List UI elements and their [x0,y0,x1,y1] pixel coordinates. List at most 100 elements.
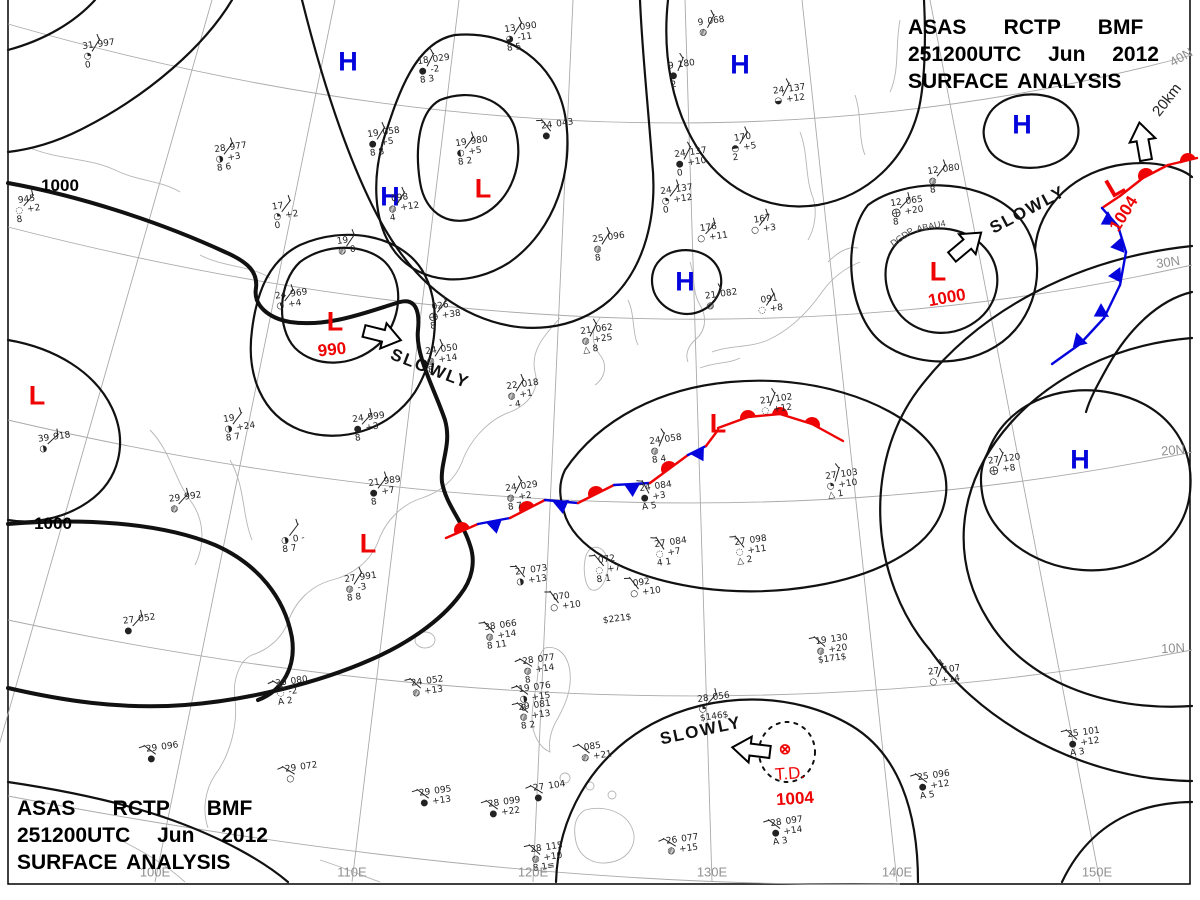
station-extra: 4 [389,213,397,224]
station-tendency: +10 [561,598,582,612]
front-warm_ne [1100,153,1199,210]
station-tendency: 0- [349,243,360,255]
latitude-label: 20N [1160,441,1186,459]
station-plot: 026⨁+388 [427,300,463,333]
cloud-cover-icon: ● [419,797,429,809]
station-tendency [553,130,554,140]
station-plot: 30 080 ◌ -2 A 2 [272,675,311,709]
station-tendency [717,300,718,310]
station-plot: 13 090 ◕ -11 8 5 [504,21,540,55]
station-tendency: +22 [500,804,521,818]
station-tendency: +2 [284,208,300,221]
station-plot: 098◍+124 [387,191,422,225]
station-tendency: 0 - [292,532,306,545]
station-tendency [605,243,606,253]
high-center: H [675,266,695,297]
station-tendency: +14 [496,628,517,641]
station-extra: 8 [892,217,900,228]
station-extra: 8 [370,497,378,508]
chart-type: SURFACE ANALYSIS [17,851,231,874]
station-tendency [135,625,136,635]
warm-front-pip [772,407,788,415]
station-tendency: +8 [1001,462,1017,475]
isobar-label: 1000 [34,514,72,533]
warm-front-pip [454,522,470,534]
station-extra: 8 6 [216,161,232,174]
station-tendency [710,26,711,36]
latitude-label: 10N [1160,639,1186,657]
station-tendency [95,50,96,60]
cold-front-pip [1100,211,1116,225]
front-stationary [444,428,720,540]
longitude-label: 100E [139,864,171,880]
station-extra: A 3 [772,835,789,848]
isobars [6,0,1194,884]
station-plot: 28 977 ◑ +3 8 6 [214,141,250,175]
warm-front-pip [740,410,756,421]
station-temp [598,617,599,627]
cloud-cover-icon: ◑ [38,443,48,455]
station-tendency: +10 [837,477,858,490]
station-extra: 8 7 [281,543,298,556]
warm-front-pip [519,501,535,513]
station-plot: ◑ 0 -8 7 [279,523,306,556]
low-center: L [929,256,947,287]
cold-front-pip [1108,267,1122,283]
station-extra: 8 8 [369,146,385,159]
station-plot: 24 137 ◔ +12 0 [660,183,696,217]
station-extra: A 5 [641,500,658,513]
cold-front-pip [624,483,640,497]
station-pressure: 058 [664,432,683,445]
warm-front-pip [588,486,604,498]
low-center: L [28,380,46,411]
station-tendency: +20 [903,204,925,217]
station-tendency: +24 [235,420,256,433]
chart-id: ASAS RCTP BMF [908,16,1144,39]
cloud-cover-icon: ● [146,753,156,765]
longitude-label: 120E [517,864,549,880]
station-tendency: -3 [356,581,368,593]
high-center: H [1070,444,1090,475]
station-plot: 25 096 ● +12 A 5 [914,769,953,803]
station-extra: 8 11 [486,639,508,652]
station-tendency [181,503,182,513]
low-center: L [326,306,344,337]
station-tendency: +4 [287,297,302,310]
station-tendency: +12 [929,778,950,791]
movement-arrow-icon [1127,120,1158,163]
station-tendency [681,70,682,80]
map-frame [7,0,1191,885]
cloud-cover-icon: ○ [629,588,639,600]
station-tendency: +12 [785,91,806,105]
station-tendency: +14 [534,662,555,675]
cold-front-pip [690,446,704,462]
station-pressure: 043 [555,117,575,130]
station-plot: 25101●+12A 3 [1065,726,1103,760]
cold-front-pip [486,519,502,534]
low-center: L [709,408,727,439]
station-extra: 8 5 [506,41,522,54]
cold-front-pip [1093,303,1109,317]
station-tendency [297,773,298,783]
movement-arrow-icon [730,734,772,765]
cloud-cover-icon: ● [488,808,498,820]
station-extra: 8 [429,321,437,332]
station-tendency [50,443,51,453]
station-plot: 28 097 ● +14 A 3 [767,815,806,849]
station-plot: 091◌+8 [756,292,784,316]
cloud-cover-icon: ◍ [698,26,708,38]
station-extra: 8 2 [457,155,473,168]
station-tendency: +3 [762,222,777,235]
station-tendency: +38 [441,308,462,321]
station-tendency: +25 [592,332,613,345]
station-plot: 19 058 ● +5 8 8 [367,126,403,160]
cloud-cover-icon: ◍ [337,245,347,257]
station-tendency: +1 [518,388,534,400]
cold-front-pip [1072,332,1088,348]
station-tendency: +12 [1079,735,1100,748]
station-tendency [940,175,941,185]
cloud-cover-icon: ◍ [580,752,590,764]
station-tendency: +7 [606,562,622,575]
station-extra: A 5 [919,789,936,802]
